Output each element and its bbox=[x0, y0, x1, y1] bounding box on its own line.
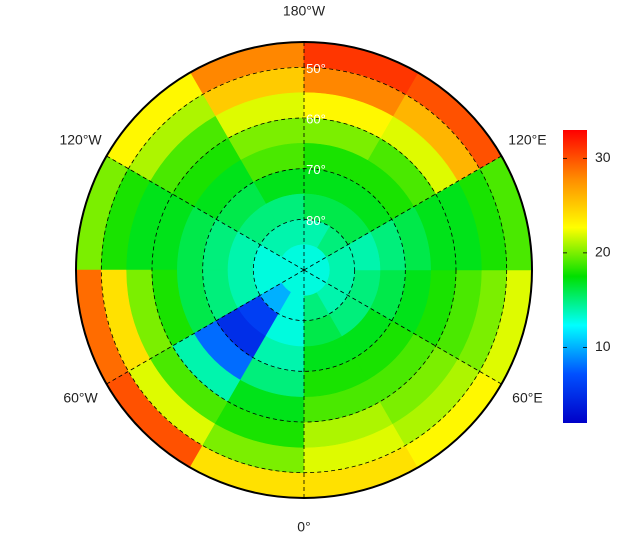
lon-label: 0° bbox=[297, 519, 310, 535]
graticule bbox=[75, 41, 533, 499]
lat-label: 60° bbox=[306, 111, 326, 126]
field bbox=[75, 41, 533, 499]
lat-label: 70° bbox=[306, 162, 326, 177]
labels: 180°W 120°W 120°E 60°W 60°E 0° 50° 60° 70° 80° bbox=[59, 3, 546, 535]
colorbar-tick-label: 20 bbox=[595, 244, 611, 260]
colorbar-scale bbox=[563, 130, 587, 423]
map-border bbox=[75, 41, 533, 499]
parallel bbox=[151, 117, 457, 423]
lon-label: 120°E bbox=[508, 132, 546, 148]
lon-label: 180°W bbox=[283, 3, 326, 19]
lon-label: 60°E bbox=[512, 390, 543, 406]
colorbar: 10 20 30 bbox=[563, 130, 611, 423]
colorbar-tick-label: 30 bbox=[595, 149, 611, 165]
meridian bbox=[303, 155, 502, 271]
parallel bbox=[100, 66, 508, 474]
meridian bbox=[106, 155, 305, 271]
lat-label: 50° bbox=[306, 61, 326, 76]
meridian bbox=[303, 269, 502, 385]
lon-label: 120°W bbox=[59, 132, 102, 148]
lat-label: 80° bbox=[306, 213, 326, 228]
colorbar-tick-label: 10 bbox=[595, 338, 611, 354]
lon-label: 60°W bbox=[63, 390, 98, 406]
meridian bbox=[106, 269, 305, 385]
